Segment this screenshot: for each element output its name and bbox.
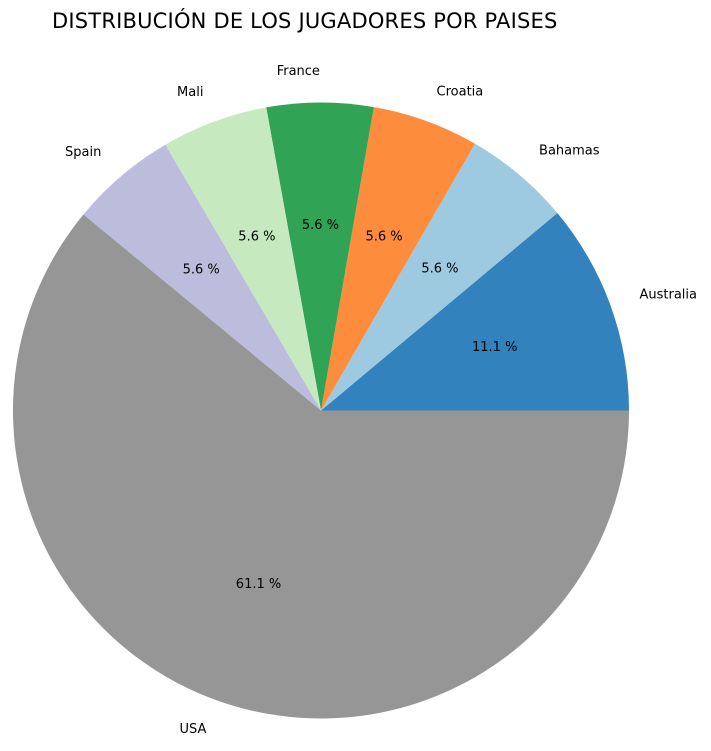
pie-category-label-spain: Spain <box>65 145 101 160</box>
pie-slice-croatia <box>321 107 475 411</box>
pie-percent-label-france: 5.6 % <box>302 218 339 233</box>
pie-category-label-usa: USA <box>180 722 207 737</box>
pie-percent-label-croatia: 5.6 % <box>365 229 402 244</box>
pie-slice-bahamas <box>321 143 558 411</box>
pie-category-label-mali: Mali <box>177 85 203 100</box>
pie-percent-label-spain: 5.6 % <box>183 262 220 277</box>
pie-slice-australia <box>321 213 629 411</box>
chart-title: DISTRIBUCIÓN DE LOS JUGADORES POR PAISES <box>52 9 558 33</box>
pie-slice-usa <box>12 214 629 719</box>
pie-category-label-bahamas: Bahamas <box>539 144 600 159</box>
pie-percent-label-australia: 11.1 % <box>472 340 517 355</box>
pie-category-label-croatia: Croatia <box>437 85 484 100</box>
pie-category-label-australia: Australia <box>639 287 697 302</box>
pie-percent-label-mali: 5.6 % <box>238 230 275 245</box>
pie-slice-spain <box>83 144 321 411</box>
pie-slice-mali <box>165 107 321 411</box>
pie-slice-france <box>266 102 374 411</box>
pie-percent-label-bahamas: 5.6 % <box>421 262 458 277</box>
pie-percent-label-usa: 61.1 % <box>236 577 281 592</box>
pie-category-label-france: France <box>277 64 320 79</box>
